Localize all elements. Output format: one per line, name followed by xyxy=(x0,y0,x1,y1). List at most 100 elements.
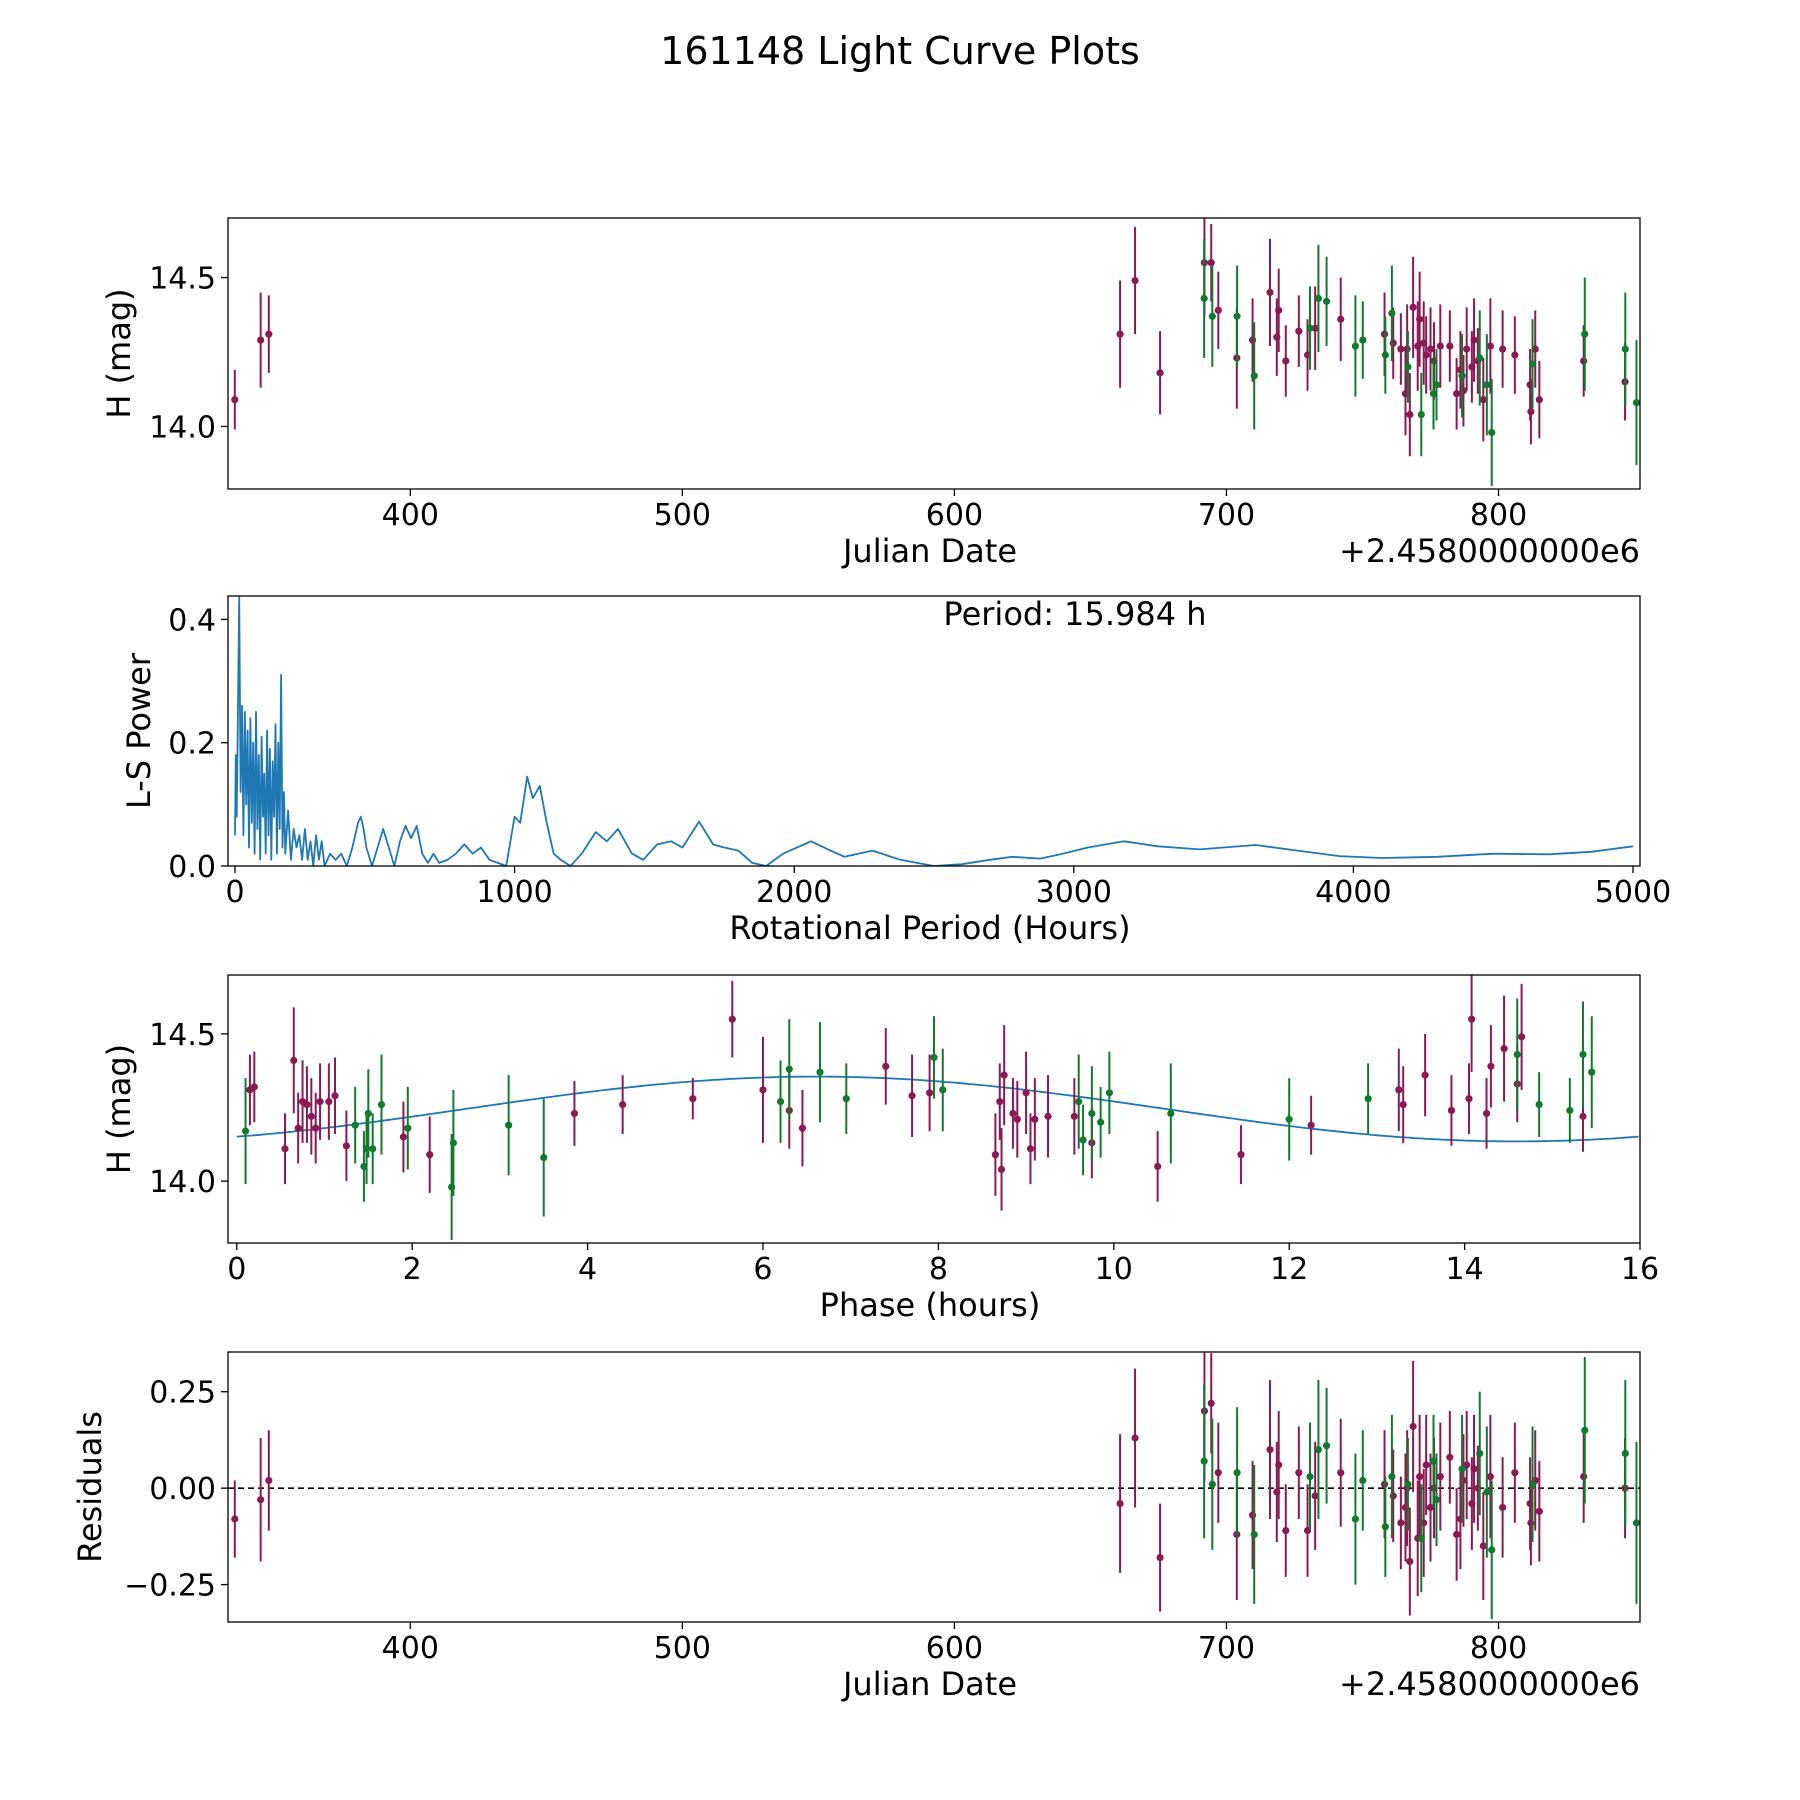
ls-xtick-label: 4000 xyxy=(1315,875,1391,910)
res-point-purple xyxy=(1214,1469,1222,1477)
res-point-purple xyxy=(1580,1472,1588,1481)
ph-point-green xyxy=(1285,1115,1293,1123)
ph-point-purple xyxy=(1500,1045,1508,1053)
lc-point-purple xyxy=(1535,396,1543,404)
ph-point-purple xyxy=(1482,1109,1491,1118)
ph-point-purple xyxy=(1070,1112,1078,1120)
res-point-purple xyxy=(1453,1530,1461,1539)
lc-point-purple xyxy=(1479,396,1487,404)
ph-point-purple xyxy=(1468,1015,1476,1023)
ls-power-line xyxy=(234,596,1634,866)
ph-ytick-label: 14.5 xyxy=(149,1018,216,1053)
ls-ytick-label: 0.0 xyxy=(168,850,216,885)
ph-point-purple xyxy=(1154,1162,1162,1171)
lc-point-green xyxy=(1476,354,1484,362)
ph-point-purple xyxy=(798,1124,807,1132)
ph-point-purple xyxy=(1421,1071,1429,1079)
lc-point-green xyxy=(1233,312,1241,320)
res-point-purple xyxy=(1446,1453,1454,1461)
res-point-purple xyxy=(1511,1469,1519,1477)
figure-title: 161148 Light Curve Plots xyxy=(660,29,1140,73)
lc-xlabel: Julian Date xyxy=(841,532,1017,570)
res-point-green xyxy=(1404,1480,1412,1488)
ph-xtick-label: 2 xyxy=(403,1252,422,1287)
res-point-purple xyxy=(1422,1461,1430,1469)
ls-ytick-label: 0.2 xyxy=(168,727,216,762)
lc-point-purple xyxy=(1511,351,1519,359)
ph-point-purple xyxy=(1022,1089,1030,1097)
res-point-purple xyxy=(1486,1472,1494,1481)
res-point-purple xyxy=(1311,1492,1319,1500)
ls-ytick-label: 0.4 xyxy=(168,603,216,638)
ph-point-green xyxy=(1579,1050,1587,1059)
ph-point-purple xyxy=(1518,1033,1526,1041)
ph-point-green xyxy=(404,1124,412,1132)
res-point-green xyxy=(1483,1488,1491,1496)
ph-point-purple xyxy=(728,1015,736,1023)
lc-point-green xyxy=(1483,381,1491,389)
res-ytick-label: 0.00 xyxy=(149,1472,216,1507)
res-xtick-label: 400 xyxy=(382,1631,439,1666)
lc-point-green xyxy=(1388,309,1396,317)
ph-point-green xyxy=(842,1095,850,1103)
ls-xtick-label: 3000 xyxy=(1036,875,1112,910)
res-point-green xyxy=(1250,1530,1258,1539)
res-point-green xyxy=(1417,1534,1425,1542)
ph-point-purple xyxy=(908,1092,916,1100)
lc-point-purple xyxy=(1416,315,1424,323)
lc-point-green xyxy=(1417,410,1425,419)
ph-point-green xyxy=(1535,1100,1543,1109)
lc-point-purple xyxy=(1409,303,1417,311)
lc-point-purple xyxy=(1406,410,1414,419)
ph-point-green xyxy=(930,1053,938,1062)
ph-point-green xyxy=(1588,1068,1596,1076)
ph-point-purple xyxy=(1031,1115,1039,1123)
lc-point-purple xyxy=(1527,407,1535,416)
res-point-purple xyxy=(1156,1553,1164,1562)
ph-point-purple xyxy=(303,1100,311,1109)
res-point-green xyxy=(1306,1472,1314,1481)
ph-xtick-label: 12 xyxy=(1270,1252,1308,1287)
lc-xtick-label: 500 xyxy=(654,498,711,533)
lc-point-green xyxy=(1488,428,1496,437)
ph-point-green xyxy=(351,1121,359,1129)
res-point-green xyxy=(1208,1480,1216,1488)
lc-point-purple xyxy=(1282,357,1290,365)
lc-point-purple xyxy=(1436,342,1444,350)
ph-point-purple xyxy=(1009,1109,1017,1118)
res-point-purple xyxy=(1416,1472,1424,1481)
ph-point-purple xyxy=(619,1100,627,1109)
res-point-purple xyxy=(1282,1526,1290,1535)
lc-point-purple xyxy=(1453,390,1461,398)
ls-xtick-label: 0 xyxy=(225,875,244,910)
ph-ylabel: H (mag) xyxy=(100,1044,138,1174)
ph-point-green xyxy=(505,1121,513,1129)
lc-point-purple xyxy=(1397,345,1405,353)
res-point-green xyxy=(1581,1426,1589,1434)
res-xtick-label: 800 xyxy=(1470,1631,1527,1666)
res-offset-label: +2.4580000000e6 xyxy=(1339,1665,1640,1703)
res-point-purple xyxy=(257,1496,265,1504)
ph-point-purple xyxy=(426,1151,434,1159)
res-point-green xyxy=(1359,1476,1367,1485)
res-point-green xyxy=(1381,1523,1389,1531)
lc-point-purple xyxy=(1580,357,1588,365)
ph-point-purple xyxy=(1013,1115,1021,1123)
lc-xtick-label: 800 xyxy=(1470,498,1527,533)
lc-point-green xyxy=(1359,336,1367,344)
ph-point-purple xyxy=(1487,1062,1495,1070)
ph-xtick-label: 16 xyxy=(1621,1252,1659,1287)
lc-point-purple xyxy=(1275,306,1283,314)
ph-xtick-label: 0 xyxy=(227,1252,246,1287)
res-point-green xyxy=(1322,1442,1331,1450)
lc-point-green xyxy=(1250,372,1258,380)
res-xtick-label: 600 xyxy=(926,1631,983,1666)
res-plot-area xyxy=(228,1352,1640,1620)
ph-xtick-label: 4 xyxy=(578,1252,597,1287)
lc-point-purple xyxy=(257,336,265,344)
ph-point-purple xyxy=(1447,1106,1456,1115)
lc-point-green xyxy=(1314,294,1323,303)
ph-point-purple xyxy=(312,1124,320,1132)
lc-ylabel: H (mag) xyxy=(100,288,138,418)
